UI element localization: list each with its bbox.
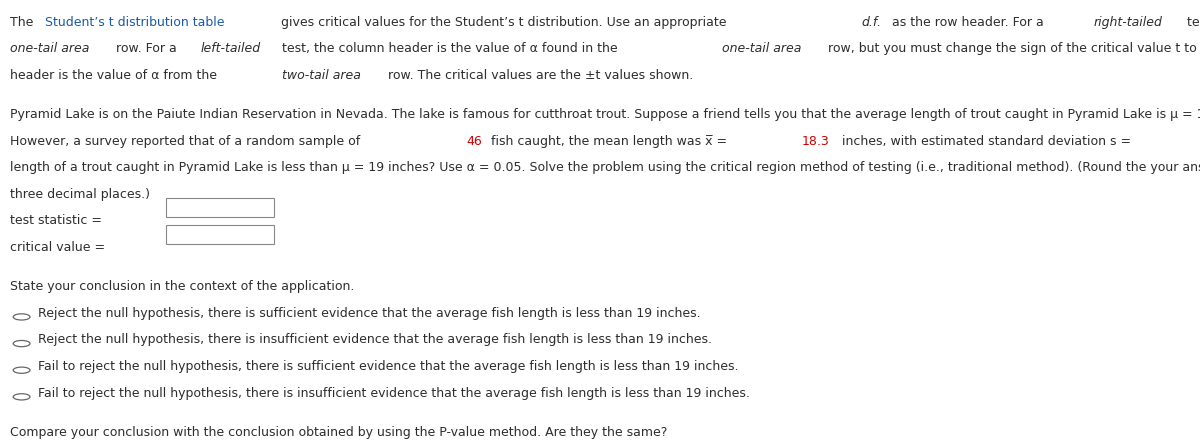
FancyBboxPatch shape <box>166 198 274 217</box>
Text: one-tail area: one-tail area <box>10 42 89 55</box>
Text: 46: 46 <box>467 135 482 147</box>
Text: left-tailed: left-tailed <box>200 42 260 55</box>
Text: Fail to reject the null hypothesis, there is sufficient evidence that the averag: Fail to reject the null hypothesis, ther… <box>38 360 739 373</box>
Text: header is the value of α from the: header is the value of α from the <box>10 69 221 82</box>
Text: State your conclusion in the context of the application.: State your conclusion in the context of … <box>10 280 354 293</box>
FancyBboxPatch shape <box>166 225 274 244</box>
Text: Fail to reject the null hypothesis, there is insufficient evidence that the aver: Fail to reject the null hypothesis, ther… <box>38 387 750 400</box>
Text: 18.3: 18.3 <box>802 135 829 147</box>
Text: fish caught, the mean length was x̅ =: fish caught, the mean length was x̅ = <box>487 135 731 147</box>
Text: d.f.: d.f. <box>862 16 882 28</box>
Text: three decimal places.): three decimal places.) <box>10 188 150 201</box>
Text: right-tailed: right-tailed <box>1093 16 1163 28</box>
Text: test, the column header is the value of α found in the: test, the column header is the value of … <box>1182 16 1200 28</box>
Text: test statistic =: test statistic = <box>10 214 102 227</box>
Text: Compare your conclusion with the conclusion obtained by using the P-value method: Compare your conclusion with the conclus… <box>10 426 667 439</box>
Text: one-tail area: one-tail area <box>721 42 802 55</box>
Text: Pyramid Lake is on the Paiute Indian Reservation in Nevada. The lake is famous f: Pyramid Lake is on the Paiute Indian Res… <box>10 108 1200 121</box>
Text: Reject the null hypothesis, there is insufficient evidence that the average fish: Reject the null hypothesis, there is ins… <box>38 333 713 346</box>
Text: row. For a: row. For a <box>112 42 181 55</box>
Text: row. The critical values are the ±t values shown.: row. The critical values are the ±t valu… <box>384 69 692 82</box>
Text: However, a survey reported that of a random sample of: However, a survey reported that of a ran… <box>10 135 364 147</box>
Text: row, but you must change the sign of the critical value t to −t. For a: row, but you must change the sign of the… <box>824 42 1200 55</box>
Text: The: The <box>10 16 37 28</box>
Text: two-tail area: two-tail area <box>282 69 361 82</box>
Text: critical value =: critical value = <box>10 241 104 254</box>
Text: as the row header. For a: as the row header. For a <box>888 16 1048 28</box>
Text: test, the column header is the value of α found in the: test, the column header is the value of … <box>278 42 622 55</box>
Text: length of a trout caught in Pyramid Lake is less than μ = 19 inches? Use α = 0.0: length of a trout caught in Pyramid Lake… <box>10 161 1200 174</box>
Text: gives critical values for the Student’s t distribution. Use an appropriate: gives critical values for the Student’s … <box>276 16 730 28</box>
Text: inches, with estimated standard deviation s =: inches, with estimated standard deviatio… <box>838 135 1135 147</box>
Text: Student’s t distribution table: Student’s t distribution table <box>44 16 224 28</box>
Text: Reject the null hypothesis, there is sufficient evidence that the average fish l: Reject the null hypothesis, there is suf… <box>38 307 701 320</box>
